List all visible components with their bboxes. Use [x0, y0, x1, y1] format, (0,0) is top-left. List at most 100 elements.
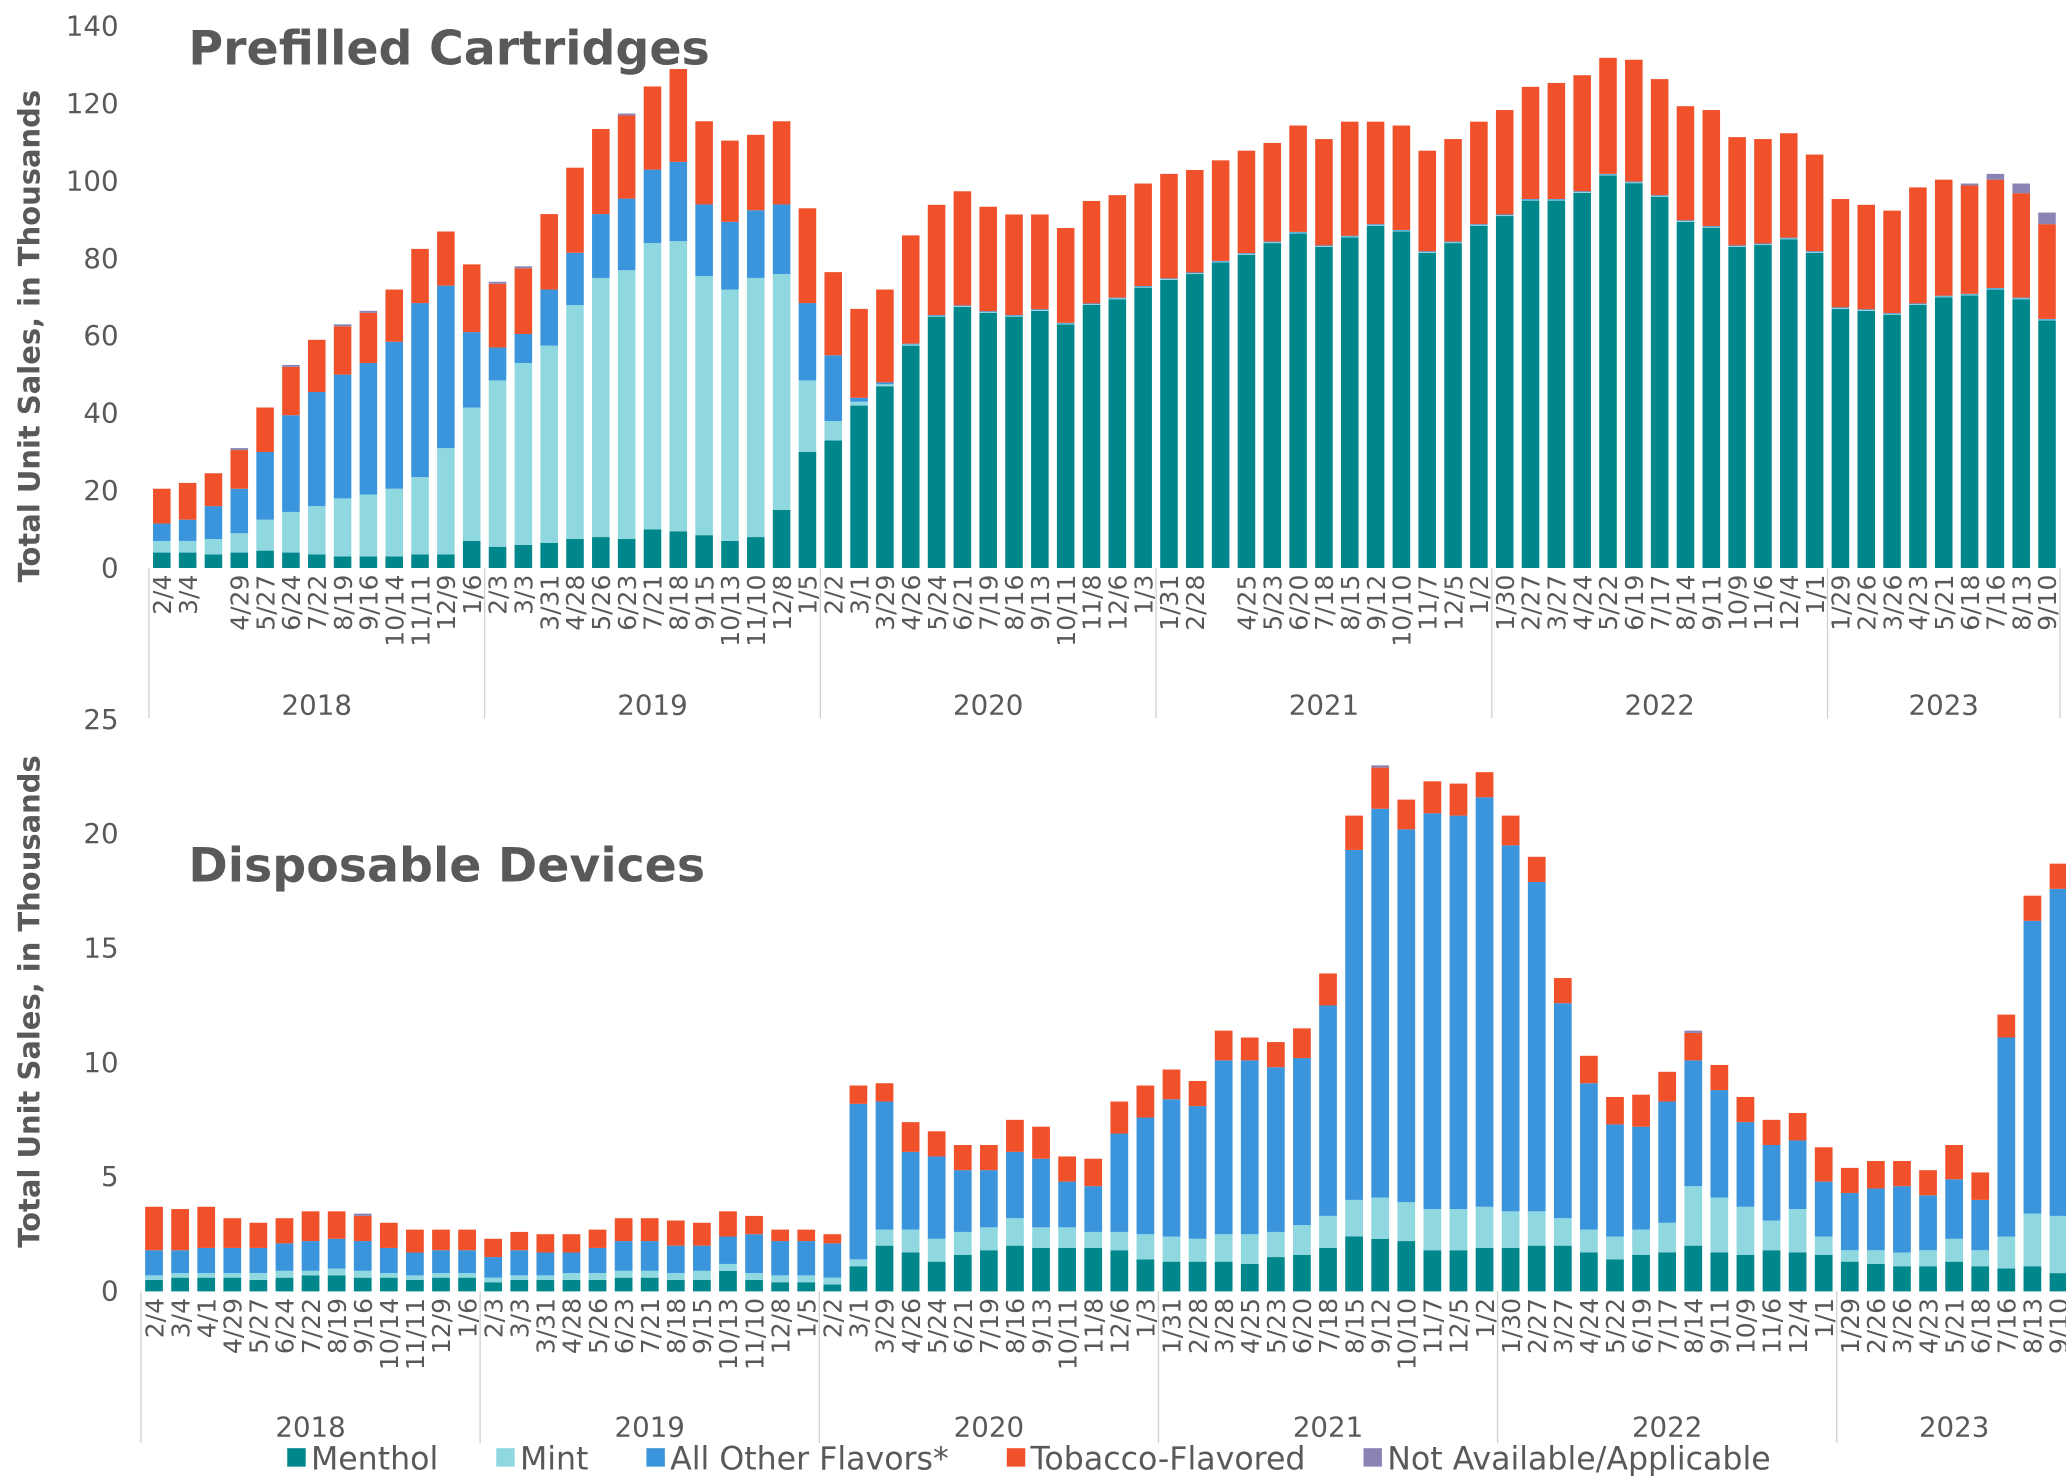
bar-segment [1371, 767, 1390, 809]
bar-segment [2038, 320, 2056, 569]
x-tick-label: 2/28 [1184, 1298, 1213, 1354]
bar-segment [901, 235, 920, 344]
bar-segment [669, 531, 688, 569]
x-group-label: 2023 [1919, 1410, 1989, 1443]
bar-segment [901, 1122, 920, 1152]
bar-segment [437, 231, 455, 286]
bar-segment [1840, 1167, 1859, 1194]
bar-segment [614, 1277, 633, 1292]
bar-segment [745, 1273, 763, 1280]
bar-segment [301, 1211, 320, 1242]
x-tick-label: 1/1 [1801, 575, 1830, 615]
bar-segment [695, 121, 713, 205]
bar-segment [693, 1270, 711, 1280]
bar-segment [178, 482, 197, 520]
bar-segment [562, 1273, 581, 1280]
bar-segment [536, 1252, 555, 1276]
bar-segment [1340, 121, 1359, 236]
bar-segment [359, 556, 378, 569]
bar-segment [1805, 252, 1824, 569]
bar-segment [432, 1273, 450, 1278]
bar-segment [1475, 797, 1494, 1207]
bar-segment [953, 305, 972, 307]
bar-segment [1108, 297, 1127, 299]
bar-segment [1293, 1058, 1311, 1226]
bar-segment [1919, 1266, 1937, 1292]
bar-segment [2012, 193, 2030, 298]
y-tick-label: 10 [83, 1046, 118, 1079]
x-tick-label: 4/29 [225, 575, 254, 631]
bar-segment [301, 1270, 320, 1276]
bar-segment [333, 556, 352, 569]
legend-swatch [1363, 1448, 1382, 1467]
bar-segment [1606, 1096, 1624, 1125]
bar-segment [1032, 1247, 1050, 1292]
bar-segment [798, 303, 817, 381]
bar-segment [406, 1229, 424, 1253]
x-tick-label: 5/27 [245, 1298, 274, 1354]
x-tick-label: 1/5 [792, 1298, 821, 1338]
bar-segment [666, 1245, 685, 1274]
x-group-label: 2021 [1289, 688, 1359, 721]
bar-segment [719, 1270, 737, 1292]
bar-segment [1788, 1140, 1807, 1210]
bar-segment [979, 312, 997, 569]
bar-segment [876, 289, 894, 383]
bar-segment [1237, 254, 1256, 569]
bar-segment [1263, 241, 1282, 243]
bar-segment [1293, 1254, 1311, 1292]
bar-segment [1237, 253, 1256, 255]
bar-segment [230, 450, 249, 489]
bar-segment [1240, 1037, 1259, 1061]
y-tick-label: 25 [83, 703, 118, 736]
bar-segment [1392, 229, 1411, 231]
bar-segment [1960, 294, 1979, 296]
bar-segment [484, 1257, 503, 1278]
bar-segment [1162, 1236, 1181, 1262]
bar-segment [1986, 179, 2005, 288]
bar-segment [875, 1083, 894, 1102]
x-tick-label: 7/16 [1982, 575, 2011, 631]
bar-segment [1266, 1067, 1285, 1232]
bar-segment [488, 283, 507, 348]
x-tick-label: 2/3 [479, 1298, 508, 1338]
bar-segment [249, 1247, 268, 1274]
bar-segment [1684, 1060, 1703, 1187]
x-tick-label: 3/26 [1888, 1298, 1917, 1354]
bar-segment [406, 1279, 424, 1292]
bar-segment [2012, 298, 2030, 300]
bar-segment [669, 161, 688, 242]
bar-segment [1702, 226, 1721, 227]
bar-segment [385, 341, 404, 489]
bar-segment [540, 345, 558, 543]
bar-segment [901, 343, 920, 345]
x-tick-label: 10/11 [1053, 1298, 1082, 1370]
bar-segment [2023, 1213, 2042, 1267]
bar-segment [171, 1273, 189, 1278]
bar-segment [1684, 1186, 1703, 1246]
bar-segment [411, 248, 429, 304]
bar-segment [1108, 299, 1127, 569]
x-tick-label: 5/22 [1601, 1298, 1630, 1354]
bar-segment [437, 448, 455, 555]
bar-segment [617, 115, 636, 199]
bar-segment [353, 1241, 372, 1271]
bar-segment [1315, 246, 1333, 569]
x-tick-label: 9/13 [1027, 1298, 1056, 1354]
bar-segment [488, 347, 507, 381]
bar-segment [669, 241, 688, 532]
y-tick-label: 120 [66, 87, 119, 120]
x-tick-label: 1/1 [1810, 1298, 1839, 1338]
bar-segment [275, 1243, 294, 1271]
bar-segment [462, 407, 481, 541]
bar-segment [327, 1211, 346, 1239]
x-tick-label: 10/14 [380, 575, 409, 647]
bar-segment [488, 281, 507, 284]
bar-segment [1186, 273, 1204, 275]
chart-title: Prefilled Cartridges [188, 22, 709, 77]
bar-segment [849, 1259, 868, 1267]
legend-label: Menthol [311, 1441, 438, 1476]
bar-segment [850, 405, 868, 569]
bar-segment [406, 1275, 424, 1280]
bar-segment [1754, 245, 1772, 569]
